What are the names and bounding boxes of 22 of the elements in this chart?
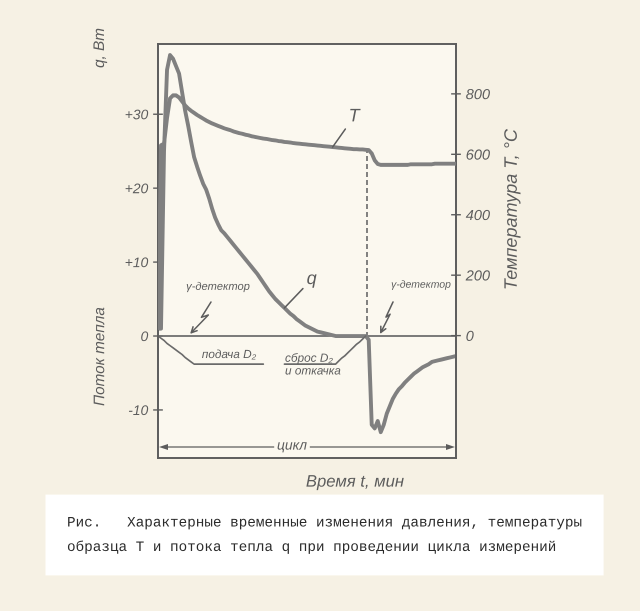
series-label: q (307, 274, 317, 288)
y2-tick-label: 0 (466, 330, 474, 342)
y2-tick-label: 600 (466, 149, 490, 160)
y-axis-title: Поток тепла (94, 308, 104, 406)
annotation: подача D₂ (202, 349, 256, 360)
y-tick-label: -10 (128, 405, 148, 416)
y-tick-label: 0 (141, 331, 148, 342)
annotation: γ-детектор (392, 280, 451, 290)
x-axis-title: Время t, мин (306, 475, 404, 490)
y-tick-label: +10 (126, 257, 148, 268)
y2-tick-label: 200 (466, 270, 490, 281)
y-tick-label: +20 (126, 183, 148, 194)
series-label: T (350, 108, 361, 122)
text: q, Вт (93, 28, 108, 68)
annotation: цикл (278, 442, 307, 452)
text: Рис. Характерные временные изменения давления, температуры образца T и потока тепла q при проведении цикла измерений (68, 517, 582, 554)
y2-tick-label: 400 (466, 210, 490, 220)
annotation: сброс D₂ и откачка (285, 353, 340, 375)
y2-tick-label: 800 (466, 88, 490, 100)
y-tick-label: +30 (126, 110, 148, 120)
y2-axis-title: Температура T, °C (504, 128, 521, 289)
annotation: γ-детектор (186, 282, 250, 292)
